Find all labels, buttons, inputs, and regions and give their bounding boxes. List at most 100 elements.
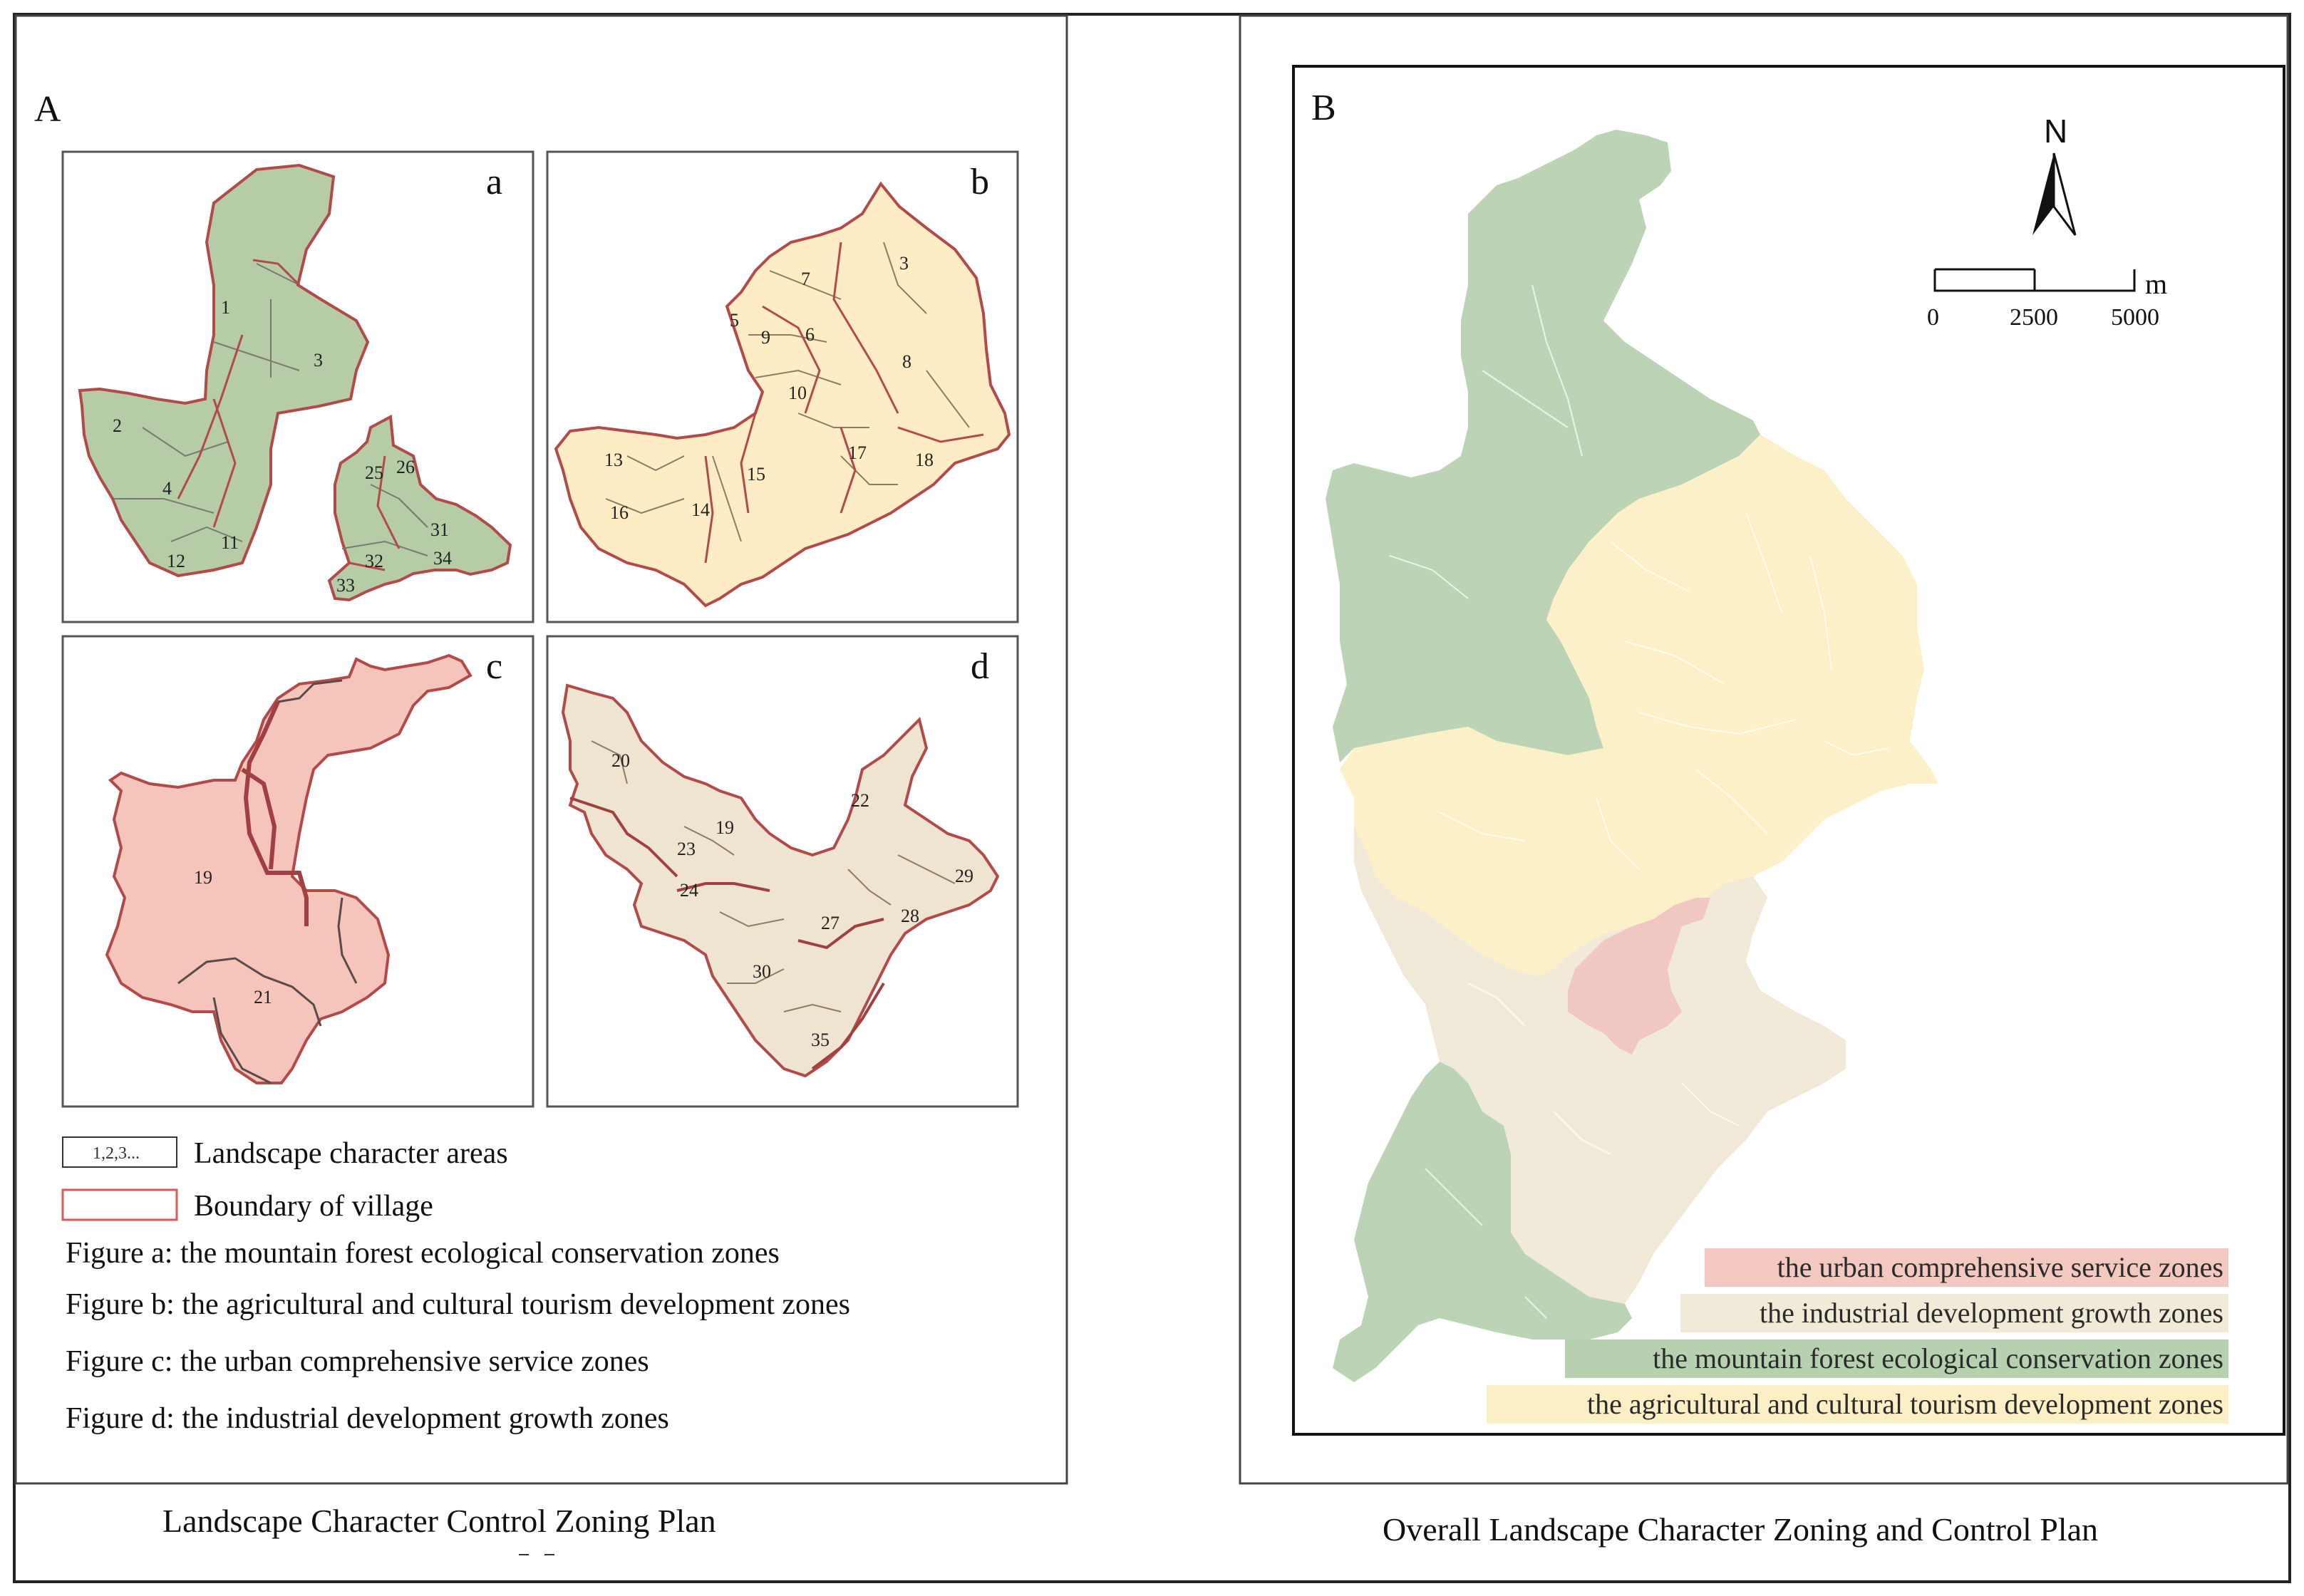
map-c-frame — [61, 635, 534, 1108]
map-b-label-7: 7 — [801, 269, 810, 289]
map-d-label-20: 20 — [611, 750, 630, 771]
map-b-district-lines — [704, 242, 984, 564]
map-d-frame — [546, 635, 1019, 1108]
zone-agricultural — [1340, 435, 1938, 976]
map-a-label-3: 3 — [314, 350, 323, 370]
scale-bar-line — [1933, 269, 2136, 292]
panel-b-legend: the urban comprehensive service zones th… — [1487, 1248, 2228, 1424]
map-b-label-16: 16 — [610, 502, 629, 523]
legend-figure-d: Figure d: the industrial development gro… — [66, 1402, 669, 1435]
legend-urban-label: the urban comprehensive service zones — [1777, 1251, 2223, 1283]
legend-areas-symbol-text: 1,2,3... — [93, 1144, 140, 1163]
map-a-label-12: 12 — [167, 551, 185, 571]
panel-a-legend: 1,2,3... Landscape character areas Bound… — [61, 1136, 850, 1435]
map-b-label-17: 17 — [848, 442, 867, 463]
map-c-label-19: 19 — [194, 867, 212, 888]
map-b-letter: b — [971, 162, 989, 202]
legend-forest-box — [1565, 1340, 2228, 1378]
map-d-letter: d — [971, 646, 989, 687]
map-b-inner-lines — [605, 242, 970, 542]
map-a-label-25: 25 — [365, 462, 383, 483]
zone-forest-north — [1326, 130, 1760, 762]
panel-b-caption: Overall Landscape Character Zoning and C… — [1383, 1511, 2098, 1548]
map-b: b 7 3 5 9 6 8 10 17 18 13 15 16 14 — [554, 162, 1011, 608]
map-d: d 20 22 23 19 29 24 27 28 30 35 — [561, 646, 1000, 1078]
map-a: a 1 3 2 4 11 12 25 26 31 32 34 33 — [78, 162, 512, 602]
map-a-district-lines — [177, 259, 401, 571]
zone-industrial — [1354, 826, 1846, 1304]
map-c-main-boundary — [241, 700, 309, 926]
map-a-west-region — [78, 163, 370, 578]
legend-figure-b: Figure b: the agricultural and cultural … — [66, 1288, 850, 1321]
map-a-label-11: 11 — [221, 532, 239, 553]
zone-forest-south — [1333, 1062, 1632, 1382]
map-a-label-34: 34 — [433, 548, 452, 569]
map-d-region — [561, 683, 1000, 1078]
map-a-label-1: 1 — [221, 297, 230, 318]
panel-b-frame — [1239, 14, 2289, 1485]
north-arrow-icon: N — [2032, 113, 2077, 236]
map-b-label-8: 8 — [902, 351, 911, 372]
legend-boundary-symbol — [61, 1188, 178, 1221]
map-a-label-2: 2 — [113, 415, 122, 436]
scale-tick-5000: 5000 — [2111, 304, 2159, 331]
map-b-label-9: 9 — [761, 327, 770, 348]
map-b-label-5: 5 — [730, 310, 739, 331]
north-arrow-left — [2032, 153, 2054, 235]
legend-urban-box — [1705, 1248, 2228, 1287]
legend-figure-a: Figure a: the mountain forest ecological… — [66, 1237, 780, 1270]
map-b-frame — [546, 150, 1019, 623]
map-d-label-24: 24 — [680, 880, 698, 901]
scale-bar: m 0 2500 5000 — [1927, 268, 2167, 331]
panel-a-caption: Landscape Character Control Zoning Plan — [162, 1503, 716, 1539]
map-b-label-18: 18 — [915, 450, 934, 470]
panel-a-letter: A — [34, 89, 61, 130]
map-a-label-26: 26 — [396, 457, 415, 477]
map-d-label-35: 35 — [811, 1030, 830, 1050]
map-d-label-19: 19 — [716, 817, 734, 838]
map-d-label-29: 29 — [955, 866, 973, 886]
map-c-letter: c — [486, 646, 502, 687]
north-label: N — [2044, 113, 2067, 150]
map-a-inner-lines — [114, 263, 428, 556]
legend-boundary-label: Boundary of village — [194, 1190, 433, 1223]
map-b-region — [554, 181, 1011, 608]
legend-industrial-label: the industrial development growth zones — [1760, 1297, 2223, 1329]
map-d-inner-lines — [591, 740, 956, 1012]
legend-agri-label: the agricultural and cultural tourism de… — [1587, 1388, 2223, 1420]
north-arrow-right — [2052, 152, 2077, 236]
map-c-inner-lines — [177, 679, 358, 1084]
legend-forest-label: the mountain forest ecological conservat… — [1653, 1342, 2223, 1374]
map-a-east-region — [327, 414, 512, 602]
map-c-region — [105, 653, 472, 1084]
map-c-label-21: 21 — [254, 987, 272, 1007]
map-d-label-22: 22 — [851, 790, 869, 811]
map-a-label-33: 33 — [336, 575, 355, 596]
overall-map-parcel-lines — [1389, 284, 1889, 1319]
legend-areas-label: Landscape character areas — [194, 1137, 508, 1170]
overall-map — [1326, 130, 1938, 1382]
map-b-label-14: 14 — [691, 499, 710, 520]
zone-urban — [1568, 898, 1710, 1054]
map-a-label-31: 31 — [430, 519, 449, 540]
map-b-label-3: 3 — [899, 253, 909, 274]
panel-a-frame — [14, 14, 1068, 1485]
map-b-label-10: 10 — [788, 383, 807, 403]
map-d-label-28: 28 — [901, 906, 919, 926]
map-a-letter: a — [486, 162, 502, 202]
legend-industrial-box — [1680, 1294, 2228, 1332]
panel-b-letter: B — [1311, 88, 1336, 128]
legend-areas-symbol — [62, 1136, 177, 1168]
map-a-frame — [61, 150, 534, 623]
map-d-label-23: 23 — [677, 839, 696, 859]
map-d-district-lines — [569, 797, 885, 1070]
map-c: c 19 21 — [105, 646, 502, 1084]
scale-unit: m — [2145, 268, 2167, 300]
outer-frame — [13, 13, 2291, 1583]
map-d-label-27: 27 — [821, 913, 840, 933]
scale-tick-2500: 2500 — [2010, 304, 2058, 331]
map-b-label-15: 15 — [747, 464, 765, 484]
map-a-label-4: 4 — [162, 478, 172, 499]
map-b-label-13: 13 — [604, 450, 623, 470]
